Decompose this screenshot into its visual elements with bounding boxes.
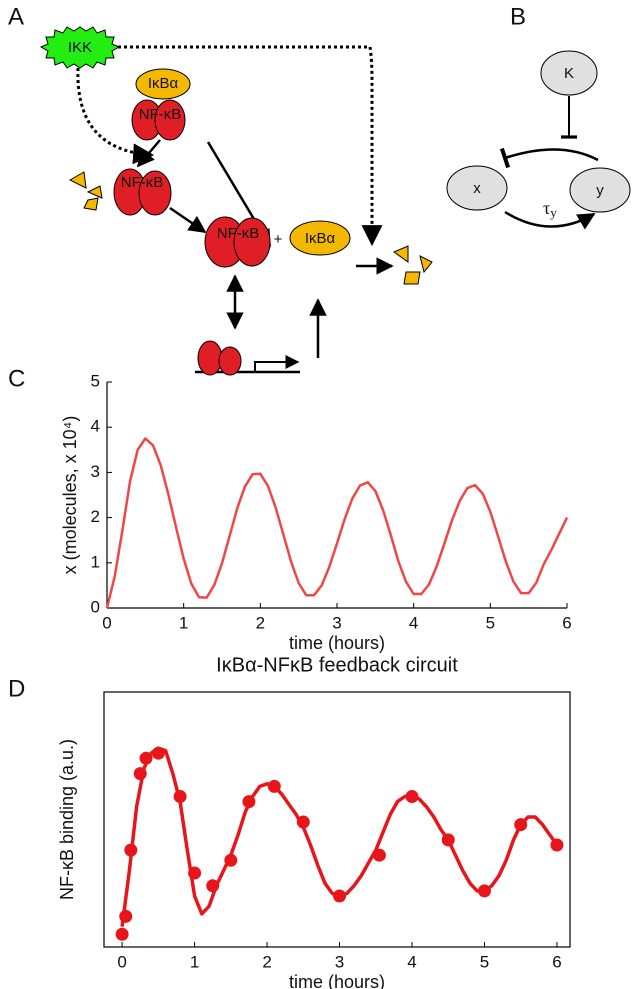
nfkb-shape: [154, 99, 186, 141]
nfkb-shape: [197, 340, 223, 376]
x-axis-label: time (hours): [289, 972, 385, 989]
x-tick-label: 1: [190, 952, 199, 971]
panel-label: D: [8, 675, 25, 702]
x-tick-label: 4: [409, 613, 418, 632]
diagram-b: K x y τy: [446, 50, 631, 230]
ikk-node: [39, 26, 121, 69]
x-tick-label: 5: [480, 952, 489, 971]
ikba-shape: [289, 220, 351, 256]
x-tick-label: 0: [102, 613, 111, 632]
node-label: IκBα: [148, 75, 179, 92]
data-line: [120, 746, 559, 927]
x-tick-label: 4: [407, 952, 416, 971]
dotted-arrow: [76, 67, 155, 165]
panel-label: C: [8, 365, 25, 392]
y-axis-label: NF-κB binding (a.u.): [57, 739, 77, 900]
plot-frame: [103, 691, 571, 948]
y-tick-label: 3: [91, 462, 100, 481]
x-tick-label: 1: [179, 613, 188, 632]
node-label: IκBα: [305, 230, 336, 247]
node-label: K: [564, 65, 574, 82]
nfkb-shape: [138, 170, 172, 216]
delay-symbol: τ: [543, 198, 550, 218]
node-label: NF-κB: [121, 174, 164, 191]
x-tick-label: 2: [262, 952, 271, 971]
y-tick-label: 4: [91, 417, 100, 436]
x-tick-label: 3: [332, 613, 341, 632]
arrow: [169, 206, 207, 234]
dotted-arrow: [118, 45, 383, 247]
delay-subscript: y: [550, 205, 557, 220]
chart-title: IκBα-NFκB feedback circuit: [216, 654, 458, 676]
node-label: x: [473, 180, 481, 197]
promoter: [254, 355, 300, 372]
ikba-shape: [135, 68, 191, 100]
node-label: NF-κB: [139, 106, 182, 123]
data-point: [115, 927, 129, 941]
node: [540, 50, 598, 96]
inhibition: [499, 147, 599, 169]
node: [446, 165, 508, 211]
y-tick-label: 2: [91, 507, 100, 526]
diagram-a: IKK IκBα NF-κB NF-κB NF-κB + IκBα: [39, 26, 433, 376]
x-tick-label: 6: [552, 952, 561, 971]
x-axis-label: time (hours): [289, 633, 385, 653]
y-tick-label: 5: [91, 371, 100, 390]
x-tick-label: 5: [486, 613, 495, 632]
fragments: [68, 171, 103, 211]
arrow: [136, 139, 161, 168]
data-line: [105, 437, 569, 609]
x-tick-label: 3: [335, 952, 344, 971]
y-axis-label: x (molecules, x 10⁴): [60, 416, 80, 575]
x-tick-label: 6: [562, 613, 571, 632]
y-tick-label: 0: [91, 597, 100, 616]
panel-label: B: [510, 3, 526, 30]
panel-label: A: [8, 3, 24, 30]
y-tick-label: 1: [91, 552, 100, 571]
node: [569, 167, 631, 213]
node-label: IKK: [68, 39, 92, 56]
plus: +: [274, 231, 283, 248]
x-tick-label: 0: [117, 952, 126, 971]
arrow: [504, 210, 596, 230]
node-label: NF-κB: [217, 225, 260, 242]
delay-label: τy: [543, 198, 557, 220]
fragments: [392, 245, 433, 285]
x-tick-label: 2: [256, 613, 265, 632]
nfkb-shape: [233, 217, 271, 267]
nfkb-shape: [218, 346, 242, 376]
node-label: y: [596, 182, 604, 199]
